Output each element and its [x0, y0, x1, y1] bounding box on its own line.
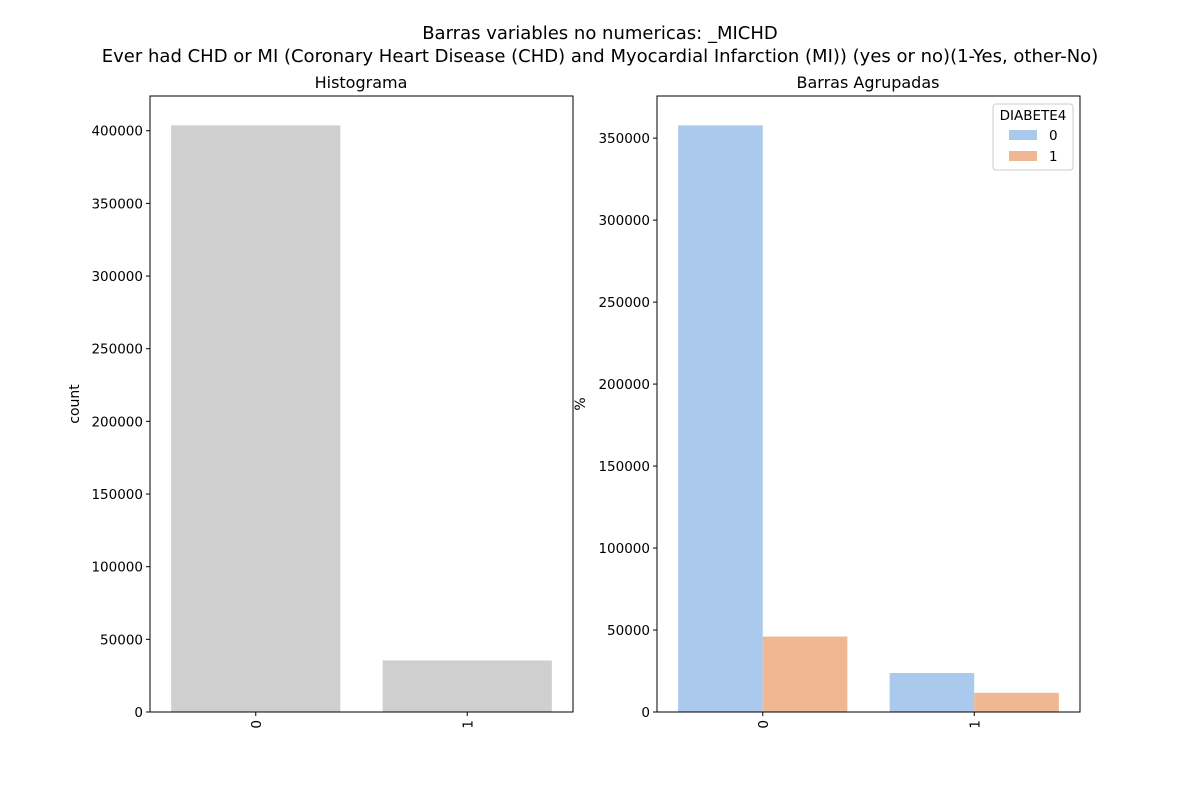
grouped-bars-xtick-label: 0: [756, 720, 772, 729]
histogram-ytick-label: 350000: [91, 196, 143, 212]
grouped-bars-ylabel: %: [573, 397, 589, 410]
histogram-ytick-label: 300000: [91, 269, 143, 285]
grouped-bars-ytick-label: 0: [641, 705, 650, 721]
histogram-bar-1: [382, 660, 552, 712]
legend-swatch-0: [1009, 130, 1037, 140]
legend-label-0: 0: [1049, 128, 1058, 144]
grouped-bars-ytick-label: 250000: [598, 295, 650, 311]
histogram-bar-0: [171, 125, 341, 712]
grouped-bars-ytick-label: 300000: [598, 213, 650, 229]
histogram-xtick-label: 0: [249, 720, 265, 729]
legend-label-1: 1: [1049, 149, 1058, 165]
grouped-bars-ytick-label: 50000: [607, 623, 650, 639]
histogram-ytick-label: 400000: [91, 124, 143, 140]
legend: DIABETE4 0 1: [992, 103, 1074, 171]
legend-title: DIABETE4: [1000, 108, 1067, 124]
legend-swatch-1: [1009, 151, 1037, 161]
histogram-ytick-label: 0: [134, 705, 143, 721]
grouped-bar-cat1-series1: [974, 692, 1059, 712]
figure-suptitle-line1: Barras variables no numericas: _MICHD: [422, 23, 778, 44]
grouped-bars-axes: Barras Agrupadas % 0 50000 100000 150000 200…: [573, 73, 1081, 729]
figure-suptitle-line2: Ever had CHD or MI (Coronary Heart Disea…: [102, 46, 1098, 67]
histogram-ytick-label: 50000: [100, 632, 143, 648]
grouped-bar-cat0-series0: [678, 125, 763, 713]
histogram-ylabel: count: [67, 384, 83, 424]
histogram-axes: Histograma count 0 50000 100000 150000 20000…: [67, 73, 574, 729]
grouped-bar-cat1-series0: [889, 672, 975, 712]
grouped-bars-frame: [656, 95, 1081, 713]
histogram-ytick-label: 250000: [91, 342, 143, 358]
histogram-ytick-label: 100000: [91, 560, 143, 576]
grouped-bars-xtick-label: 1: [967, 720, 983, 729]
histogram-ytick-label: 150000: [91, 487, 143, 503]
grouped-bar-cat0-series1: [762, 636, 848, 712]
histogram-ytick-label: 200000: [91, 414, 143, 430]
histogram-frame: [149, 95, 574, 713]
grouped-bars-ytick-label: 100000: [598, 541, 650, 557]
histogram-title: Histograma: [315, 73, 408, 92]
grouped-bars-ytick-label: 150000: [598, 459, 650, 475]
histogram-xtick-label: 1: [460, 720, 476, 729]
grouped-bars-ytick-label: 200000: [598, 377, 650, 393]
grouped-bars-title: Barras Agrupadas: [797, 73, 940, 92]
grouped-bars-ytick-label: 350000: [598, 131, 650, 147]
